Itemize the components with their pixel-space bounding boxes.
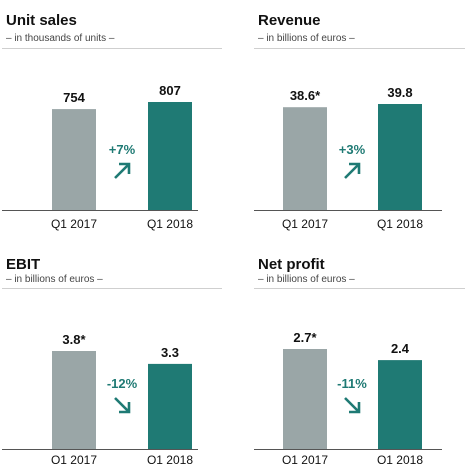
bar-current-year bbox=[148, 102, 192, 210]
chart-subtitle: – in billions of euros – bbox=[258, 33, 355, 44]
chart-subtitle: – in billions of euros – bbox=[6, 274, 103, 285]
change-percent-label: +7% bbox=[109, 142, 136, 157]
category-label: Q1 2017 bbox=[282, 217, 328, 231]
bar-prior-year bbox=[52, 351, 96, 449]
arrow-down-right-icon bbox=[114, 397, 131, 414]
ebit-chart: 3.8* Q1 2017 3.3 Q1 2018 -12% bbox=[2, 332, 198, 464]
bar-current-year bbox=[148, 363, 192, 449]
category-label: Q1 2017 bbox=[51, 453, 97, 464]
data-label: 2.7* bbox=[293, 330, 317, 345]
chart-subtitle: – in billions of euros – bbox=[258, 274, 355, 285]
net-profit-panel: Net profit – in billions of euros – 2.7*… bbox=[252, 250, 465, 464]
revenue-chart: 38.6* Q1 2017 39.8 Q1 2018 +3% bbox=[254, 85, 442, 231]
title-divider bbox=[2, 288, 222, 289]
category-label: Q1 2017 bbox=[282, 453, 328, 464]
title-divider bbox=[254, 288, 465, 289]
change-percent-label: -12% bbox=[107, 376, 138, 391]
chart-title: Revenue bbox=[258, 12, 321, 29]
change-percent-label: +3% bbox=[339, 142, 366, 157]
data-label: 2.4 bbox=[391, 341, 410, 356]
data-label: 3.3 bbox=[161, 345, 179, 360]
title-divider bbox=[254, 48, 465, 49]
chart-title: Unit sales bbox=[6, 12, 77, 29]
revenue-panel: Revenue – in billions of euros – 38.6* Q1… bbox=[252, 0, 465, 232]
chart-title: EBIT bbox=[6, 256, 41, 273]
title-divider bbox=[2, 48, 222, 49]
category-label: Q1 2018 bbox=[147, 217, 193, 231]
data-label: 38.6* bbox=[290, 88, 321, 103]
arrow-down-right-icon bbox=[344, 397, 361, 414]
bar-prior-year bbox=[52, 109, 96, 210]
data-label: 39.8 bbox=[387, 85, 412, 100]
bar-current-year bbox=[378, 104, 422, 210]
data-label: 3.8* bbox=[62, 332, 86, 347]
net-profit-chart: 2.7* Q1 2017 2.4 Q1 2018 -11% bbox=[254, 330, 442, 464]
chart-title: Net profit bbox=[258, 256, 325, 273]
chart-subtitle: – in thousands of units – bbox=[6, 33, 115, 44]
arrow-up-right-icon bbox=[344, 162, 361, 179]
bar-current-year bbox=[378, 360, 422, 449]
unit-sales-panel: Unit sales – in thousands of units – 754… bbox=[0, 0, 222, 232]
arrow-up-right-icon bbox=[114, 162, 131, 179]
category-label: Q1 2018 bbox=[377, 217, 423, 231]
bar-prior-year bbox=[283, 349, 327, 449]
bar-prior-year bbox=[283, 107, 327, 210]
category-label: Q1 2018 bbox=[147, 453, 193, 464]
ebit-panel: EBIT – in billions of euros – 3.8* Q1 201… bbox=[0, 250, 222, 464]
data-label: 754 bbox=[63, 90, 85, 105]
category-label: Q1 2018 bbox=[377, 453, 423, 464]
change-percent-label: -11% bbox=[337, 376, 367, 391]
category-label: Q1 2017 bbox=[51, 217, 97, 231]
unit-sales-chart: 754 Q1 2017 807 Q1 2018 +7% bbox=[2, 83, 198, 231]
data-label: 807 bbox=[159, 83, 181, 98]
